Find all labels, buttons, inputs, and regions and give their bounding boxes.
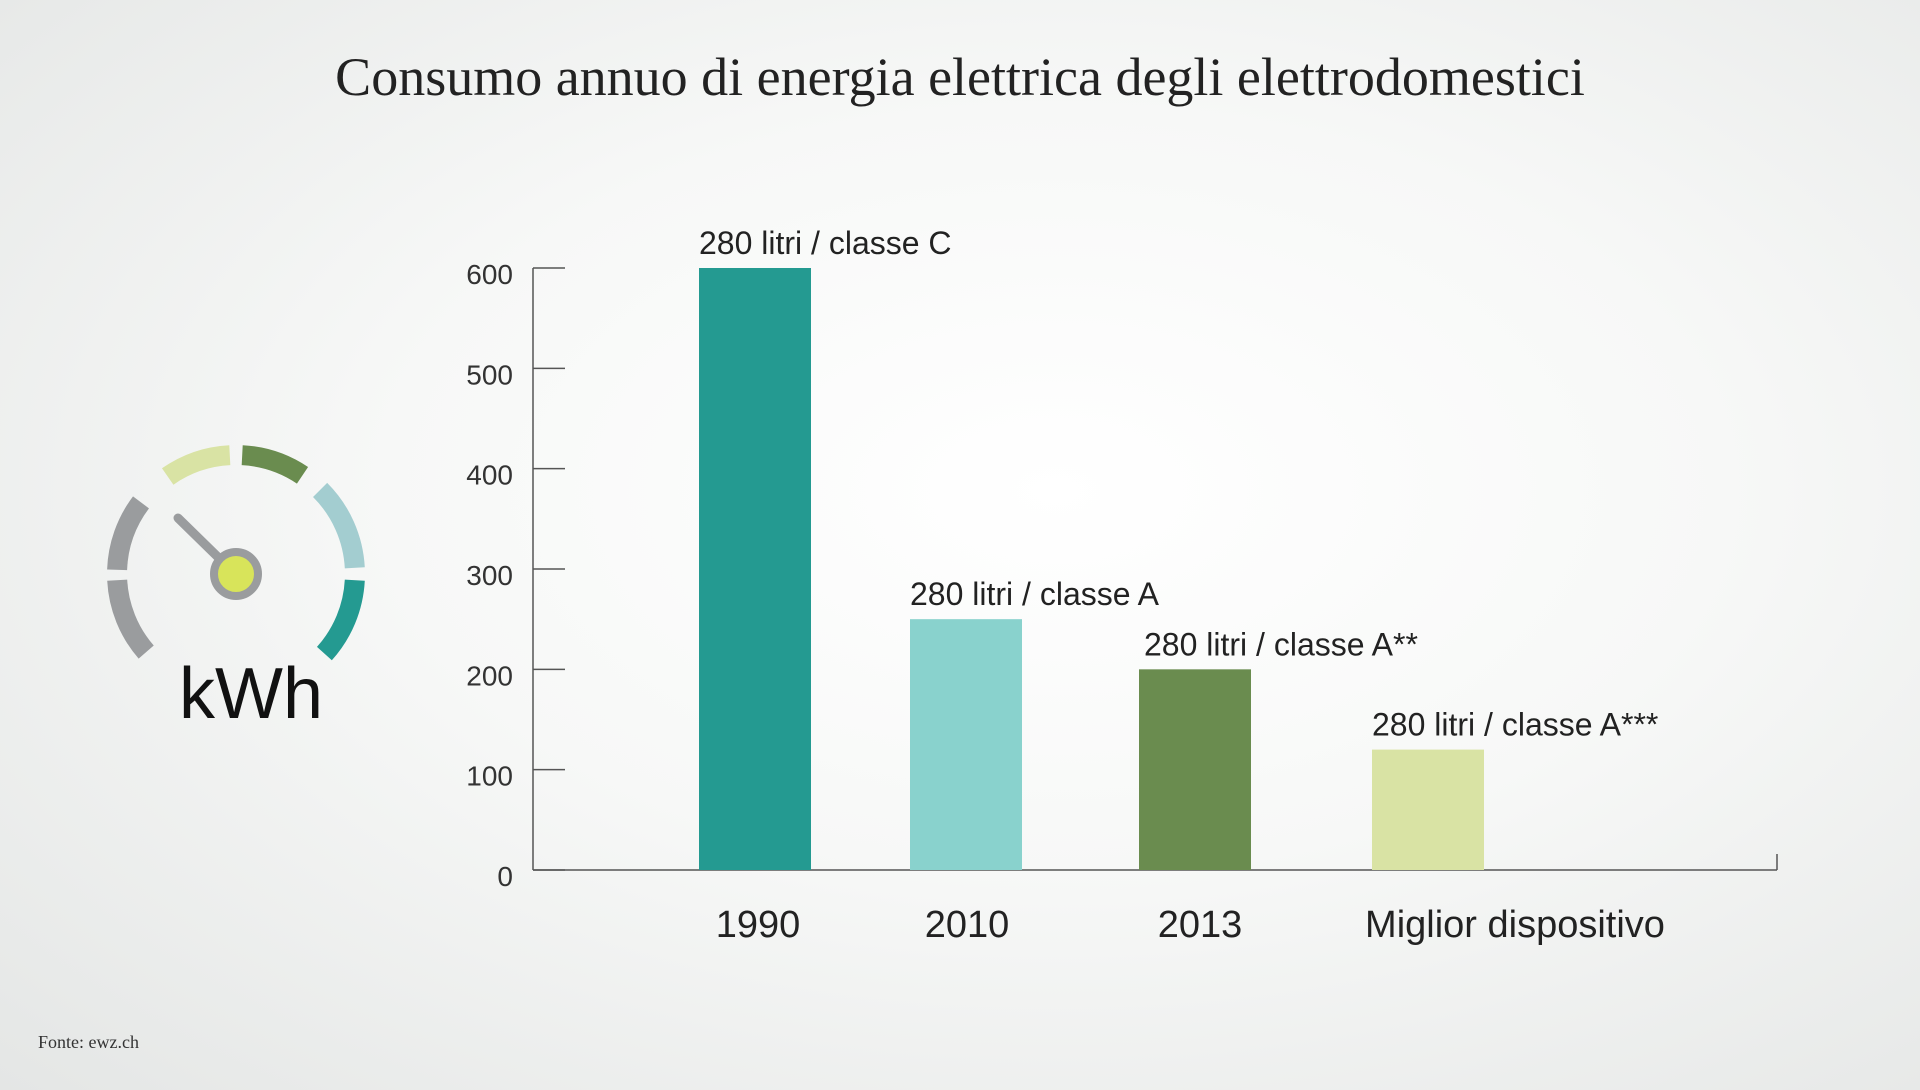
bar-annotation: 280 litri / classe A — [910, 576, 1160, 612]
x-category-label: 2010 — [925, 904, 1010, 946]
speedometer-gauge-icon: kWh — [107, 445, 365, 734]
y-tick-label: 200 — [466, 660, 513, 691]
gauge-segment — [107, 579, 154, 659]
x-category-label: 2013 — [1158, 904, 1243, 946]
gauge-segment — [107, 496, 150, 571]
bar — [910, 619, 1022, 870]
y-tick-label: 300 — [466, 560, 513, 591]
y-tick-label: 100 — [466, 761, 513, 792]
bar-series — [699, 268, 1484, 870]
x-category-label: Miglior dispositivo — [1365, 904, 1665, 946]
gauge-segment — [312, 482, 365, 569]
gauge-segment — [316, 579, 365, 661]
y-tick-label: 600 — [466, 259, 513, 290]
unit-label: kWh — [179, 654, 323, 734]
bar — [1139, 669, 1251, 870]
bar-annotation: 280 litri / classe C — [699, 225, 952, 261]
bar — [1372, 749, 1484, 870]
gauge-needle — [173, 513, 229, 568]
gauge-segment — [161, 445, 231, 485]
chart-title: Consumo annuo di energia elettrica degli… — [335, 47, 1585, 107]
gauge-segment — [241, 445, 309, 484]
bar-annotation: 280 litri / classe A*** — [1372, 707, 1658, 743]
y-tick-label: 400 — [466, 460, 513, 491]
bar-annotation: 280 litri / classe A** — [1144, 626, 1418, 662]
y-tick-label: 500 — [466, 359, 513, 390]
gauge-hub — [210, 548, 262, 600]
y-tick-label: 0 — [497, 861, 513, 892]
source-note: Fonte: ewz.ch — [38, 1032, 139, 1052]
x-category-label: 1990 — [716, 904, 801, 946]
chart-labels: 280 litri / classe C 1990 280 litri / clas… — [699, 225, 1665, 946]
bar — [699, 268, 811, 870]
